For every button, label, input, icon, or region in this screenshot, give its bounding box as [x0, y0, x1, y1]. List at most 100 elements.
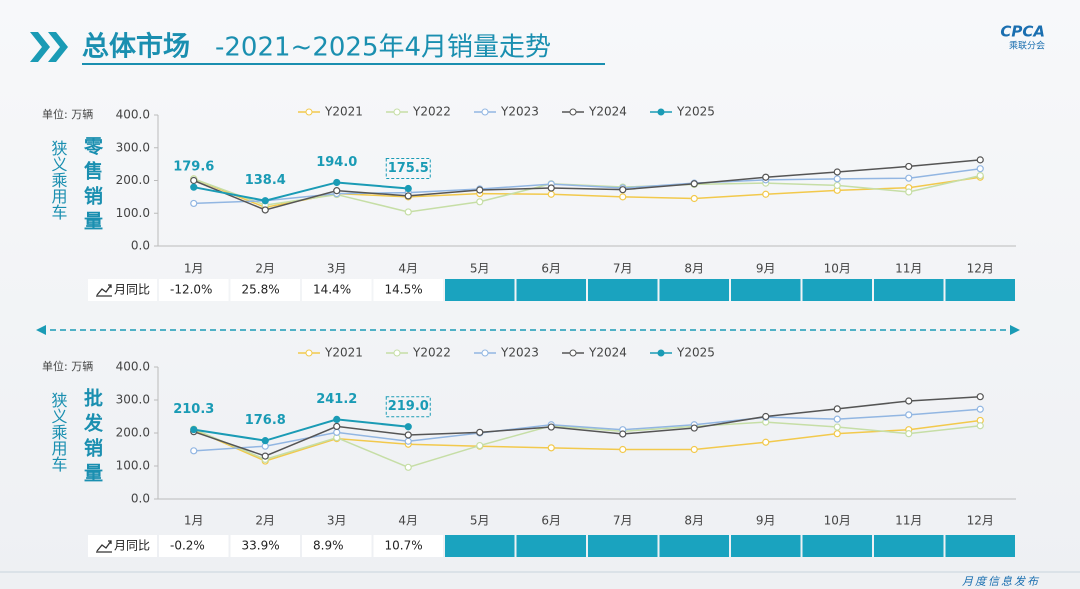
data-point	[333, 178, 341, 187]
legend-marker	[393, 108, 401, 116]
data-point	[333, 428, 341, 436]
data-point	[333, 415, 341, 424]
data-point	[476, 186, 484, 194]
x-tick-label: 2月	[255, 514, 275, 528]
yoy-value: 14.5%	[385, 283, 423, 297]
y-tick-label: 0.0	[131, 239, 150, 253]
x-tick-label: 6月	[541, 262, 561, 276]
legend-marker	[305, 349, 313, 357]
y-tick-label: 400.0	[116, 360, 150, 374]
logo-sub: 乘联分会	[1009, 40, 1045, 52]
yoy-cell	[731, 535, 801, 557]
data-point	[833, 423, 841, 431]
data-label: 138.4	[245, 173, 286, 188]
yoy-cell	[445, 535, 515, 557]
data-point	[690, 194, 698, 203]
x-tick-label: 10月	[824, 514, 851, 528]
data-point	[190, 426, 198, 434]
data-point	[190, 183, 198, 191]
data-point	[905, 162, 913, 171]
yoy-value: 14.4%	[313, 283, 351, 297]
legend-marker	[657, 108, 665, 116]
yoy-cell	[588, 535, 658, 557]
x-tick-label: 10月	[824, 262, 851, 276]
yoy-cell	[516, 279, 586, 301]
series-line	[193, 408, 981, 452]
x-tick-label: 5月	[470, 514, 490, 528]
x-tick-label: 3月	[327, 262, 347, 276]
title-rest: -2021~2025年4月销量走势	[215, 33, 551, 63]
yoy-cell	[302, 535, 372, 557]
x-tick-label: 7月	[613, 514, 633, 528]
data-label: 175.5	[388, 161, 429, 176]
x-tick-label: 11月	[895, 514, 922, 528]
data-point	[404, 463, 412, 471]
panel-title: 零售销量	[81, 136, 104, 236]
unit-label: 单位: 万辆	[42, 107, 93, 121]
x-tick-label: 5月	[470, 262, 490, 276]
series-line	[193, 419, 981, 462]
data-point	[261, 437, 269, 445]
data-point	[833, 415, 841, 423]
data-label: 179.6	[173, 160, 214, 175]
data-label: 176.8	[245, 413, 286, 428]
unit-label: 单位: 万辆	[42, 359, 93, 373]
yoy-value: -0.2%	[170, 539, 205, 553]
yoy-value: 10.7%	[385, 539, 423, 553]
series-line	[193, 418, 409, 442]
data-point	[404, 437, 412, 445]
data-point	[547, 423, 555, 431]
data-point	[762, 190, 770, 198]
label-box	[385, 396, 431, 418]
data-point	[404, 184, 412, 193]
yoy-cell	[159, 535, 229, 557]
yoy-icon	[96, 284, 112, 297]
legend-marker	[569, 349, 577, 357]
yoy-cell	[802, 535, 872, 557]
data-point	[476, 441, 484, 450]
x-tick-label: 4月	[398, 514, 418, 528]
series-line	[193, 167, 981, 205]
series-line	[193, 395, 981, 457]
logo-text: CPCA	[1000, 23, 1045, 41]
yoy-value: 8.9%	[313, 539, 344, 553]
yoy-cell	[945, 535, 1015, 557]
yoy-label: 月同比	[114, 539, 150, 553]
x-tick-label: 6月	[541, 514, 561, 528]
x-tick-label: 2月	[255, 262, 275, 276]
yoy-cell	[373, 535, 443, 557]
data-point	[833, 181, 841, 190]
y-tick-label: 200.0	[116, 426, 150, 440]
legend-label: Y2022	[412, 105, 451, 119]
data-point	[619, 186, 627, 194]
data-point	[976, 156, 984, 164]
legend-label: Y2025	[676, 346, 715, 360]
panel-title: 批发销量	[81, 388, 104, 488]
data-point	[976, 393, 984, 401]
yoy-cell	[659, 279, 729, 301]
data-point	[333, 187, 341, 195]
data-point	[833, 175, 841, 183]
y-tick-label: 400.0	[116, 108, 150, 122]
legend-label: Y2024	[588, 105, 627, 119]
data-point	[905, 397, 913, 405]
legend-marker	[569, 108, 577, 116]
data-point	[261, 452, 269, 460]
yoy-cell	[588, 279, 658, 301]
yoy-icon	[96, 540, 112, 553]
data-point	[976, 422, 984, 430]
data-point	[762, 438, 770, 446]
legend-marker	[305, 108, 313, 116]
x-tick-label: 1月	[184, 514, 204, 528]
legend-label: Y2023	[500, 346, 539, 360]
x-tick-label: 11月	[895, 262, 922, 276]
legend-marker	[393, 349, 401, 357]
yoy-cell	[874, 279, 944, 301]
legend-marker	[657, 349, 665, 357]
yoy-label: 月同比	[114, 283, 150, 297]
data-point	[833, 168, 841, 176]
yoy-cell	[373, 279, 443, 301]
data-label: 241.2	[316, 392, 357, 407]
data-point	[976, 405, 984, 413]
yoy-cell	[659, 535, 729, 557]
